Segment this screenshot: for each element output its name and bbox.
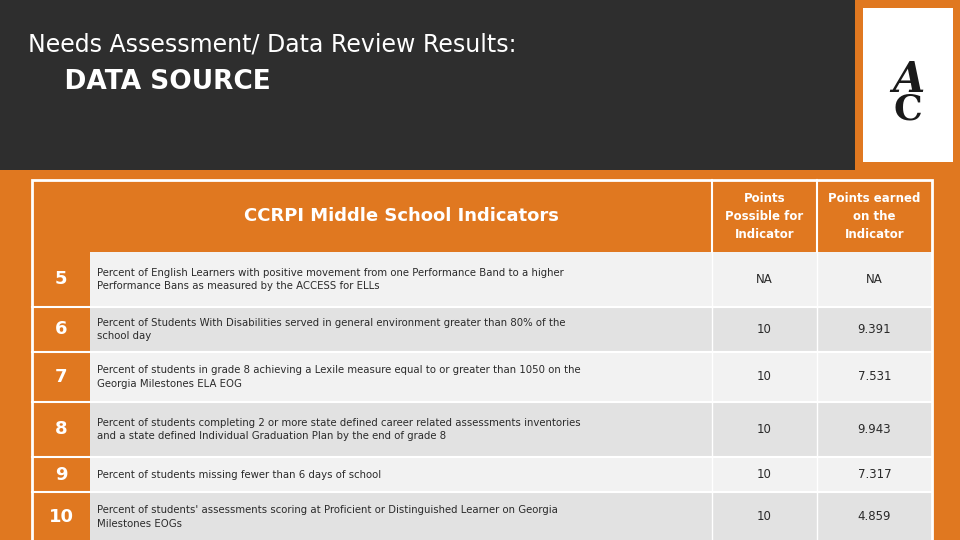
- Bar: [32, 352, 90, 402]
- Text: 10: 10: [757, 468, 772, 481]
- Bar: [32, 180, 932, 540]
- Bar: [32, 492, 90, 540]
- Bar: [0, 0, 860, 170]
- Bar: [32, 252, 932, 307]
- Bar: [32, 307, 90, 352]
- Text: 5: 5: [55, 271, 67, 288]
- Bar: [32, 492, 932, 540]
- Text: Percent of students missing fewer than 6 days of school: Percent of students missing fewer than 6…: [97, 469, 381, 480]
- Bar: [32, 307, 932, 352]
- Bar: [32, 402, 932, 457]
- Text: Percent of English Learners with positive movement from one Performance Band to : Percent of English Learners with positiv…: [97, 268, 564, 291]
- Text: A: A: [892, 59, 924, 101]
- Bar: [32, 457, 90, 492]
- Text: 10: 10: [49, 508, 74, 526]
- Text: 10: 10: [757, 423, 772, 436]
- Text: 4.859: 4.859: [857, 510, 891, 523]
- Bar: [32, 180, 932, 252]
- Text: 9: 9: [55, 465, 67, 483]
- Text: Percent of students in grade 8 achieving a Lexile measure equal to or greater th: Percent of students in grade 8 achieving…: [97, 365, 581, 389]
- Bar: [32, 457, 932, 492]
- Bar: [32, 402, 90, 457]
- Bar: [32, 352, 932, 402]
- Bar: [863, 8, 953, 162]
- Text: CCRPI Middle School Indicators: CCRPI Middle School Indicators: [244, 207, 559, 225]
- Text: Points earned
on the
Indicator: Points earned on the Indicator: [828, 192, 921, 240]
- Text: Percent of Students With Disabilities served in general environment greater than: Percent of Students With Disabilities se…: [97, 318, 565, 341]
- Text: C: C: [894, 93, 923, 127]
- Text: 9.391: 9.391: [857, 323, 891, 336]
- Text: DATA SOURCE: DATA SOURCE: [28, 69, 271, 95]
- Text: 7: 7: [55, 368, 67, 386]
- Text: 6: 6: [55, 321, 67, 339]
- Text: 10: 10: [757, 323, 772, 336]
- Text: 7.317: 7.317: [857, 468, 891, 481]
- Text: Points
Possible for
Indicator: Points Possible for Indicator: [726, 192, 804, 240]
- Bar: [32, 252, 90, 307]
- Text: Needs Assessment/ Data Review Results:: Needs Assessment/ Data Review Results:: [28, 32, 516, 56]
- Text: 10: 10: [757, 370, 772, 383]
- Text: Percent of students completing 2 or more state defined career related assessment: Percent of students completing 2 or more…: [97, 418, 581, 441]
- Text: NA: NA: [756, 273, 773, 286]
- Text: 10: 10: [757, 510, 772, 523]
- Text: Percent of students' assessments scoring at Proficient or Distinguished Learner : Percent of students' assessments scoring…: [97, 505, 558, 529]
- Text: NA: NA: [866, 273, 883, 286]
- Text: 9.943: 9.943: [857, 423, 891, 436]
- Text: 7.531: 7.531: [857, 370, 891, 383]
- Bar: [855, 0, 960, 170]
- Text: 8: 8: [55, 421, 67, 438]
